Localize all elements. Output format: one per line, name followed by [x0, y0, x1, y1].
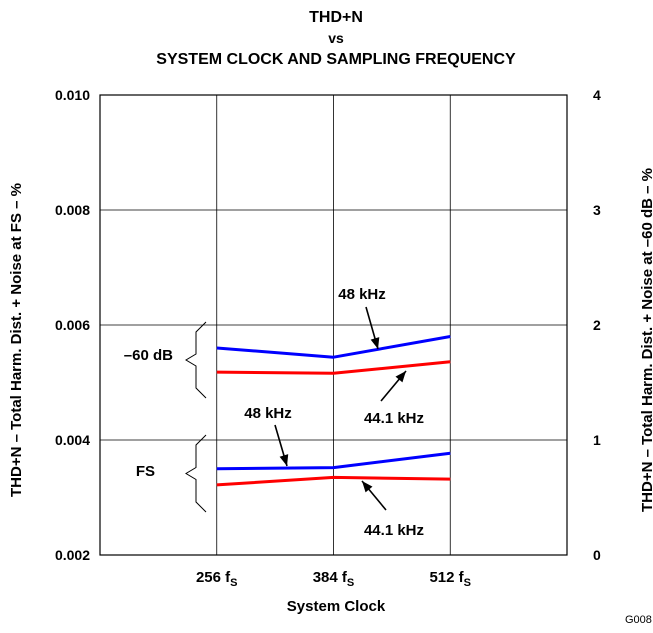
x-tick-label: 256 fS: [196, 569, 238, 589]
y-axis-right-ticks: 0 1 2 3 4: [593, 87, 601, 563]
grid-lines: [100, 95, 567, 555]
y-axis-left-ticks: 0.002 0.004 0.006 0.008 0.010: [55, 87, 90, 563]
y-left-tick-label: 0.010: [55, 87, 90, 103]
title-line-3: SYSTEM CLOCK AND SAMPLING FREQUENCY: [156, 51, 516, 68]
title-line-2: vs: [328, 30, 344, 46]
x-tick-label: 384 fS: [313, 569, 355, 589]
label-fs-44khz: 44.1 kHz: [364, 522, 424, 539]
figure-id: G008: [625, 614, 652, 626]
x-axis-label: System Clock: [287, 598, 386, 615]
arrow-fs-48khz: [274, 424, 289, 467]
y-right-tick-label: 1: [593, 432, 601, 448]
y-left-tick-label: 0.002: [55, 547, 90, 563]
label-minus60-48khz: 48 kHz: [338, 286, 386, 303]
brace-fs: [185, 434, 207, 513]
label-fs-48khz: 48 kHz: [244, 405, 292, 422]
group-label-minus60: –60 dB: [124, 347, 173, 364]
brace-minus60: [185, 321, 207, 399]
y-left-tick-label: 0.006: [55, 317, 90, 333]
title-line-1: THD+N: [309, 9, 363, 26]
y-axis-left-label: THD+N – Total Harm. Dist. + Noise at FS …: [8, 183, 25, 497]
x-axis-ticks: 256 fS 384 fS 512 fS: [196, 569, 471, 589]
annotations: –60 dB FS 48 kHz 44.1 kHz 48 kHz 44.1 kHz: [124, 286, 424, 539]
arrow-minus60-44khz: [380, 370, 407, 402]
x-tick-label: 512 fS: [429, 569, 471, 589]
chart-title: THD+N vs SYSTEM CLOCK AND SAMPLING FREQUEN…: [156, 9, 516, 68]
series-lines: [216, 335, 451, 487]
arrow-fs-44khz: [361, 480, 387, 511]
y-left-tick-label: 0.008: [55, 202, 90, 218]
group-label-fs: FS: [136, 463, 155, 480]
series-line-minus60-48khz: [216, 335, 451, 359]
series-line-fs-44khz: [216, 475, 451, 487]
y-right-tick-label: 3: [593, 202, 601, 218]
y-axis-right-label: THD+N – Total Harm. Dist. + Noise at –60…: [639, 168, 653, 512]
y-left-tick-label: 0.004: [55, 432, 90, 448]
label-minus60-44khz: 44.1 kHz: [364, 410, 424, 427]
y-right-tick-label: 0: [593, 547, 601, 563]
plot-frame: [99, 94, 568, 556]
series-line-fs-48khz: [216, 451, 451, 471]
series-line-minus60-44khz: [216, 360, 451, 375]
y-right-tick-label: 2: [593, 317, 601, 333]
y-right-tick-label: 4: [593, 87, 601, 103]
arrow-minus60-48khz: [365, 306, 380, 350]
